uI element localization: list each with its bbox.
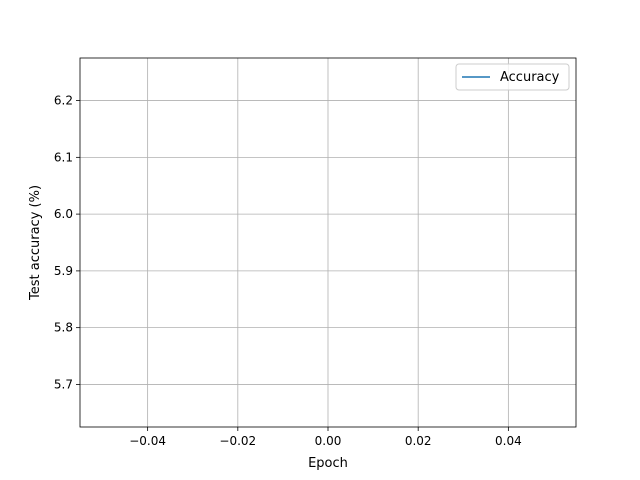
legend-label-accuracy: Accuracy	[500, 70, 560, 85]
legend: Accuracy	[455, 63, 570, 91]
x-tick-label: −0.04	[129, 434, 166, 448]
grid-lines	[80, 58, 576, 427]
y-tick-label: 6.2	[54, 94, 73, 108]
x-tick-label: 0.04	[495, 434, 522, 448]
x-tick-label: −0.02	[219, 434, 256, 448]
x-axis-ticks: −0.04 −0.02 0.00 0.02 0.04	[129, 427, 522, 448]
y-tick-label: 6.0	[54, 207, 73, 221]
y-tick-label: 5.9	[54, 264, 73, 278]
x-tick-label: 0.02	[405, 434, 432, 448]
y-tick-label: 5.7	[54, 377, 73, 391]
y-axis-ticks: 5.7 5.8 5.9 6.0 6.1 6.2	[54, 94, 80, 391]
x-tick-label: 0.00	[315, 434, 342, 448]
y-axis-label: Test accuracy (%)	[28, 185, 43, 301]
y-tick-label: 5.8	[54, 321, 73, 335]
plot-area: −0.04 −0.02 0.00 0.02 0.04 5.7 5.8 5.9 6.0 6.1 6.…	[54, 57, 577, 448]
legend-box	[455, 63, 570, 91]
y-tick-label: 6.1	[54, 150, 73, 164]
x-axis-label: Epoch	[308, 456, 348, 471]
